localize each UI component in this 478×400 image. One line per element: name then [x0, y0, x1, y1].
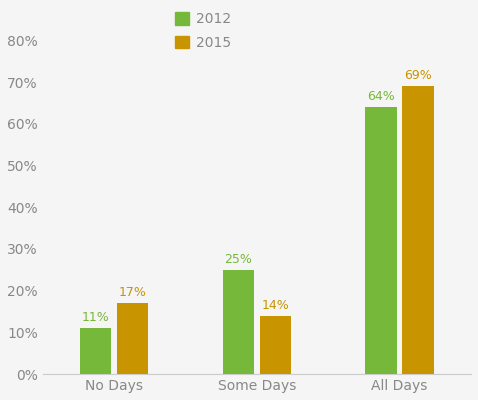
Bar: [402, 86, 434, 374]
Text: 64%: 64%: [367, 90, 395, 103]
Bar: [365, 107, 397, 374]
Text: 69%: 69%: [404, 69, 432, 82]
Text: 25%: 25%: [224, 253, 252, 266]
Bar: [80, 328, 111, 374]
Bar: [223, 270, 254, 374]
Text: 14%: 14%: [261, 298, 289, 312]
Text: 11%: 11%: [82, 311, 109, 324]
Bar: [260, 316, 291, 374]
Legend: 2012, 2015: 2012, 2015: [170, 6, 237, 55]
Bar: [117, 303, 148, 374]
Text: 17%: 17%: [119, 286, 146, 299]
